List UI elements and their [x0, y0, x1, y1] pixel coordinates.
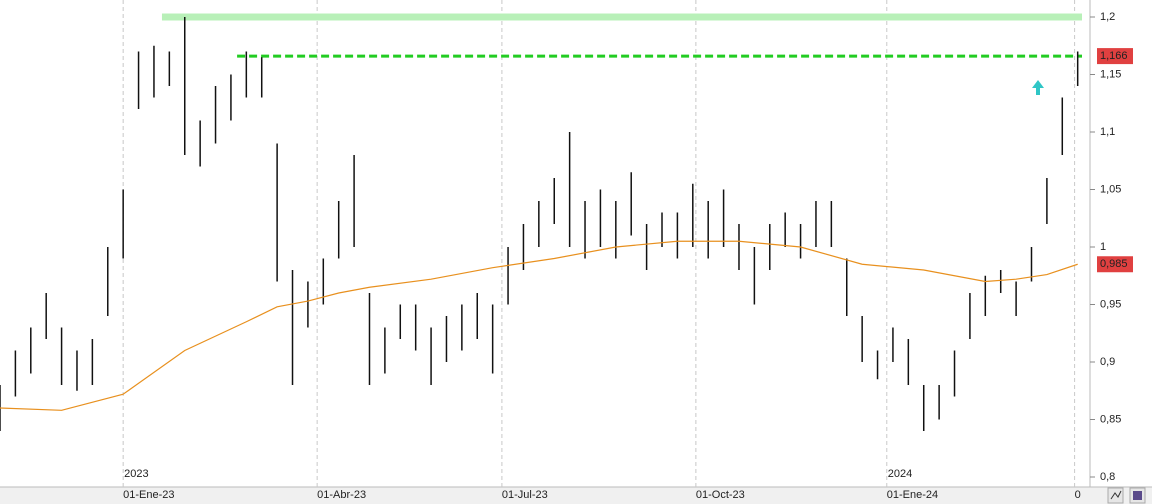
up-arrow-icon — [1032, 80, 1044, 95]
zoom-button[interactable] — [1107, 487, 1124, 504]
y-tick-label: 0,95 — [1100, 298, 1121, 310]
year-label: 2023 — [124, 468, 148, 480]
y-tick-label: 1 — [1100, 241, 1106, 253]
y-tick-label: 0,8 — [1100, 471, 1115, 483]
zoom-icon — [1110, 490, 1122, 500]
x-tick-label: 01-Ene-24 — [887, 489, 938, 501]
x-tick-label: 01-Jul-23 — [502, 489, 548, 501]
value-marker — [1097, 256, 1133, 273]
y-tick-label: 1,1 — [1100, 126, 1115, 138]
y-tick-label: 0,85 — [1100, 413, 1121, 425]
x-axis-strip — [0, 487, 1152, 504]
x-tick-label: 01-Abr-23 — [317, 489, 366, 501]
x-tick-label: 0 — [1075, 489, 1081, 501]
save-icon — [1133, 491, 1142, 500]
year-label: 2024 — [888, 468, 912, 480]
value-marker — [1097, 48, 1133, 65]
y-tick-label: 0,9 — [1100, 356, 1115, 368]
toolbar[interactable] — [1107, 487, 1146, 504]
y-tick-label: 1,05 — [1100, 183, 1121, 195]
y-tick-label: 1,15 — [1100, 68, 1121, 80]
moving-average — [0, 240, 1078, 411]
value-marker-label: 1,166 — [1100, 50, 1128, 62]
x-tick-label: 01-Ene-23 — [123, 489, 174, 501]
x-tick-label: 01-Oct-23 — [696, 489, 745, 501]
y-tick-label: 1,2 — [1100, 11, 1115, 23]
value-marker-label: 0,985 — [1100, 258, 1128, 270]
